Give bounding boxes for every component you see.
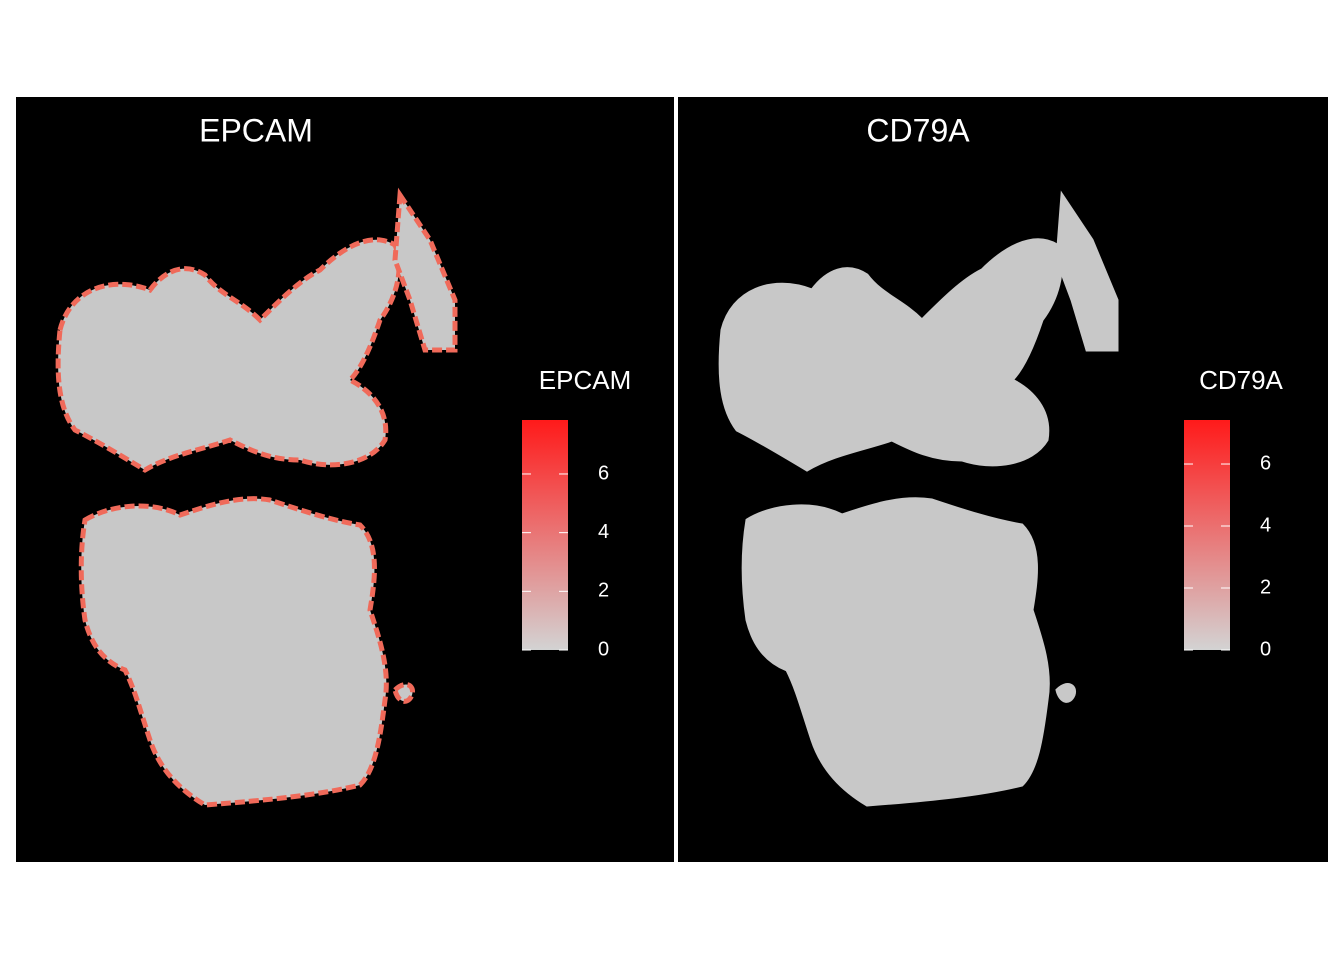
legend-title: EPCAM bbox=[539, 365, 631, 395]
panel-title: EPCAM bbox=[199, 112, 313, 148]
panel-title: CD79A bbox=[866, 112, 970, 148]
legend-title: CD79A bbox=[1199, 365, 1283, 395]
colorbar-tick-label: 6 bbox=[598, 462, 609, 484]
colorbar-tick-label: 6 bbox=[1260, 452, 1271, 474]
colorbar-tick-label: 2 bbox=[1260, 576, 1271, 598]
colorbar bbox=[1184, 420, 1230, 650]
plot-layer: EPCAM EPCAM 0 2 4 6 CD79A CD79A 0 2 4 6 bbox=[199, 112, 1283, 660]
colorbar-tick-label: 0 bbox=[1260, 638, 1271, 660]
colorbar bbox=[522, 420, 568, 650]
colorbar-tick-label: 0 bbox=[598, 638, 609, 660]
colorbar-tick-label: 2 bbox=[598, 580, 609, 602]
colorbar-tick-label: 4 bbox=[1260, 514, 1271, 536]
colorbar-tick-label: 4 bbox=[598, 521, 609, 543]
